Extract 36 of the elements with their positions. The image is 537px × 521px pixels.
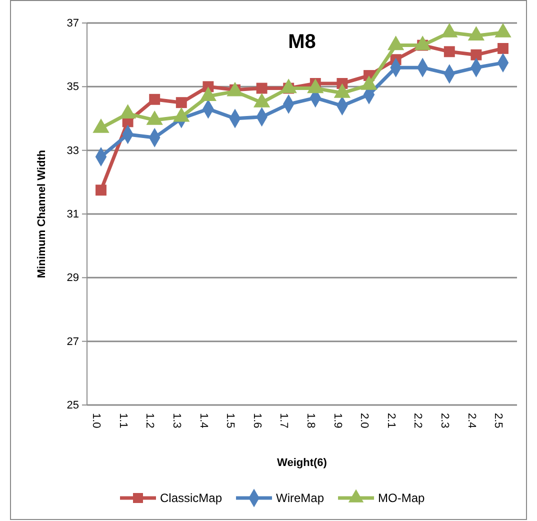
x-tick-label: 2.0 [358,413,370,428]
x-tick-label: 1.8 [304,413,317,428]
x-tick-label: 2.1 [384,413,397,428]
y-axis-title: Minimum Channel Width [36,150,48,278]
chart-title: M8 [288,31,316,53]
x-tick-label: 2.3 [438,413,451,428]
x-tick-label: 1.3 [170,413,183,428]
y-tick-label: 35 [66,81,79,94]
legend-label: ClassicMap [160,491,222,505]
x-tick-label: 1.4 [197,413,210,428]
x-tick-label: 2.5 [492,413,504,428]
y-tick-label: 33 [66,144,79,157]
point [256,82,268,94]
y-tick-label: 27 [66,336,79,348]
x-tick-label: 1.2 [144,413,156,428]
x-tick-label: 2.4 [465,413,478,428]
y-tick-label: 25 [66,400,79,412]
y-tick-label: 37 [66,18,79,30]
x-tick-label: 1.5 [224,413,236,428]
point [96,184,106,196]
point [176,97,187,108]
x-tick-label: 1.7 [278,413,290,428]
y-tick-label: 31 [66,208,79,221]
y-tick-label: 29 [66,272,79,284]
x-tick-label: 1.9 [331,413,344,428]
x-tick-label: 1.1 [116,413,129,428]
x-axis-title: Weight(6) [277,457,328,469]
legend-label: WireMap [276,491,324,505]
x-tick-label: 1.0 [90,413,102,428]
point [498,42,508,54]
legend-label: MO-Map [378,491,426,505]
x-tick-label: 2.2 [412,413,424,428]
point [444,46,455,58]
x-tick-label: 1.6 [250,413,263,428]
point [470,49,482,60]
point [149,94,160,105]
